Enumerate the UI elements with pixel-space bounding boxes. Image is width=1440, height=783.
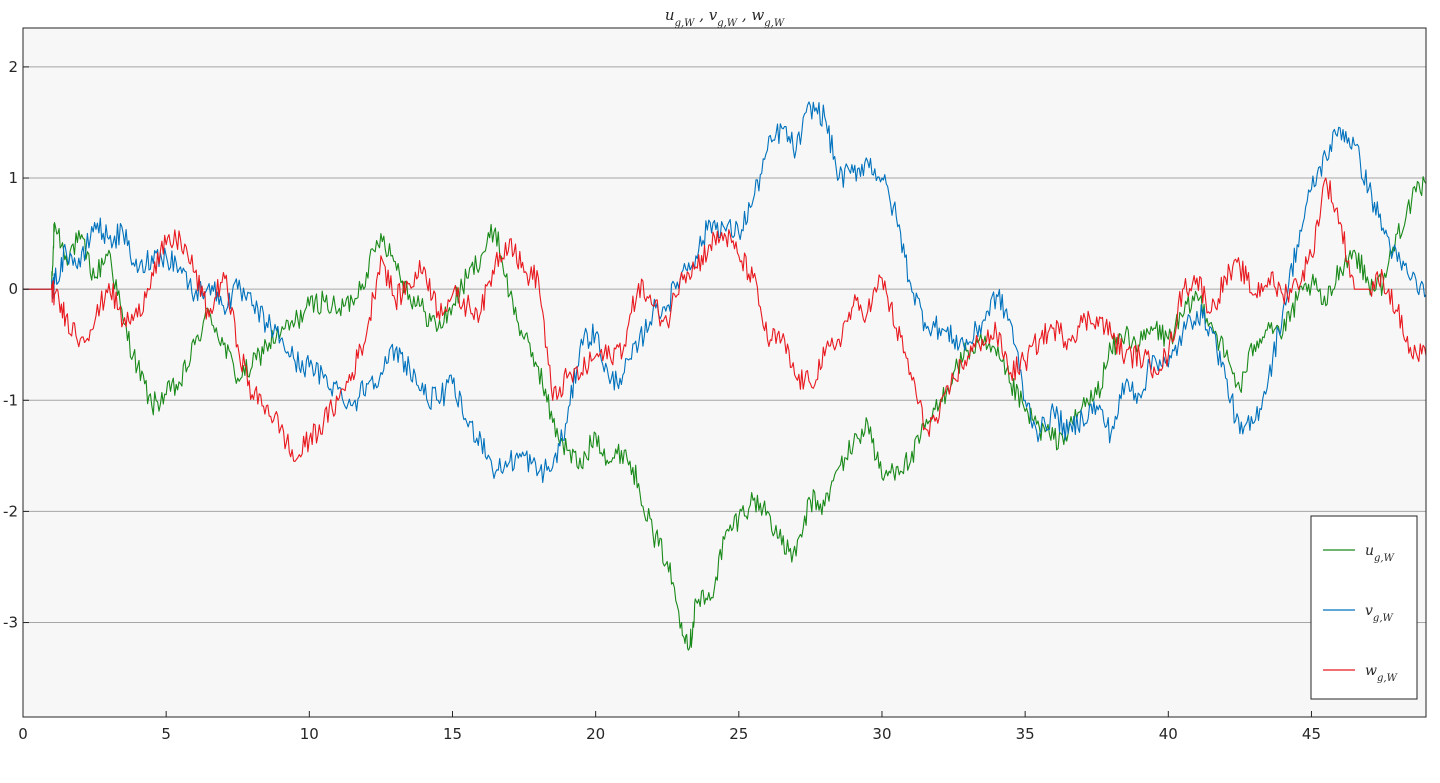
legend-label: vg,W	[1365, 603, 1394, 624]
x-tick-label: 5	[161, 725, 171, 743]
x-tick-label: 0	[18, 725, 28, 743]
x-tick-label: 40	[1159, 725, 1178, 743]
plot-area	[23, 28, 1426, 717]
series-lines	[23, 101, 1427, 651]
x-tick-label: 15	[443, 725, 462, 743]
y-tick-label: 2	[8, 58, 18, 76]
x-tick-label: 10	[300, 725, 319, 743]
series-line-1	[23, 176, 1427, 651]
legend-label: ug,W	[1365, 543, 1395, 564]
y-tick-label: -3	[3, 614, 18, 632]
y-axis-ticks: 2 1 0 -1 -2 -3	[3, 58, 29, 632]
y-tick-label: -2	[3, 502, 18, 520]
legend-label: wg,W	[1365, 663, 1398, 684]
y-tick-label: 0	[8, 280, 18, 298]
y-tick-label: 1	[8, 169, 18, 187]
x-tick-label: 20	[586, 725, 605, 743]
x-axis-ticks: 0 5 10 15 20 25 30 35 40 45	[18, 711, 1321, 743]
legend: ug,W vg,W wg,W	[1310, 515, 1418, 700]
legend-box	[1310, 515, 1418, 700]
x-tick-label: 35	[1016, 725, 1035, 743]
plot-frame	[22, 27, 1427, 718]
series-line-3	[23, 177, 1427, 462]
chart-title: ug,W , vg,W , wg,W	[665, 6, 785, 29]
y-tick-label: -1	[3, 391, 18, 409]
grid-lines	[23, 66, 1426, 624]
x-tick-label: 45	[1302, 725, 1321, 743]
x-tick-label: 25	[729, 725, 748, 743]
x-tick-label: 30	[872, 725, 891, 743]
series-line-2	[23, 101, 1427, 484]
